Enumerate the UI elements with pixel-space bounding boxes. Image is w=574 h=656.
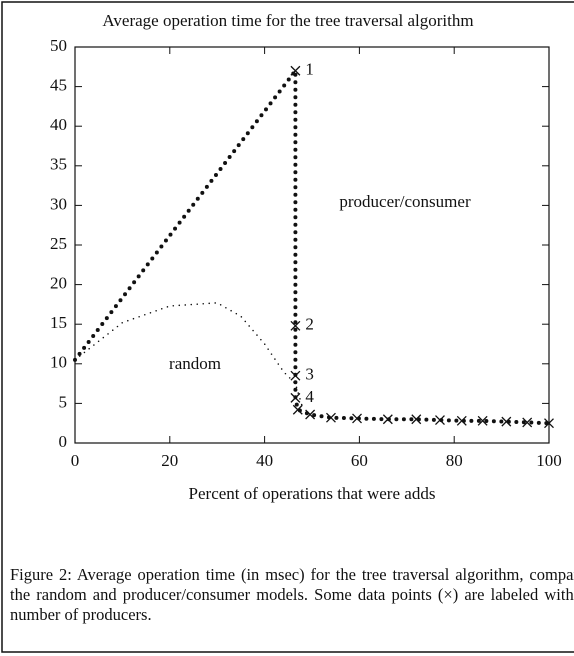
chart-title: Average operation time for the tree trav… bbox=[102, 11, 473, 30]
point-label: 4 bbox=[305, 387, 314, 406]
point-marker bbox=[292, 404, 303, 415]
x-tick-label: 0 bbox=[71, 451, 80, 470]
point-marker bbox=[477, 415, 488, 426]
series-annotation: producer/consumer bbox=[339, 192, 471, 211]
y-tick-label: 15 bbox=[50, 313, 67, 332]
point-marker bbox=[522, 417, 533, 428]
y-tick-label: 35 bbox=[50, 155, 67, 174]
point-label: 3 bbox=[305, 365, 314, 384]
point-marker bbox=[456, 415, 467, 426]
point-marker bbox=[305, 409, 316, 420]
y-tick-label: 0 bbox=[59, 432, 68, 451]
point-marker bbox=[326, 412, 336, 423]
x-tick-label: 80 bbox=[446, 451, 463, 470]
y-tick-label: 25 bbox=[50, 234, 67, 253]
point-marker bbox=[411, 414, 422, 425]
y-tick-label: 45 bbox=[50, 76, 67, 95]
point-marker bbox=[290, 392, 301, 403]
y-tick-label: 5 bbox=[59, 392, 68, 411]
caption: Figure 2: Average operation time (in mse… bbox=[10, 565, 574, 624]
point-marker bbox=[544, 418, 554, 429]
plot-frame bbox=[74, 46, 550, 444]
point-marker bbox=[382, 414, 393, 425]
point-label: 1 bbox=[305, 60, 314, 79]
x-tick-label: 40 bbox=[256, 451, 273, 470]
y-tick-label: 30 bbox=[50, 194, 67, 213]
x-tick-label: 100 bbox=[536, 451, 562, 470]
point-marker bbox=[290, 65, 301, 76]
point-marker bbox=[435, 415, 445, 425]
point-marker bbox=[501, 416, 512, 427]
series-line bbox=[74, 302, 304, 409]
point-label: 2 bbox=[305, 315, 314, 334]
point-marker bbox=[290, 320, 301, 331]
x-axis-label: Percent of operations that were adds bbox=[189, 484, 436, 503]
point-marker bbox=[352, 413, 362, 424]
point-marker bbox=[290, 370, 301, 381]
y-tick-label: 40 bbox=[50, 115, 67, 134]
y-tick-label: 20 bbox=[50, 274, 67, 293]
y-tick-label: 10 bbox=[50, 353, 67, 372]
y-tick-label: 50 bbox=[50, 36, 67, 55]
x-tick-label: 20 bbox=[161, 451, 178, 470]
series-annotation: random bbox=[169, 354, 221, 373]
x-tick-label: 60 bbox=[351, 451, 368, 470]
